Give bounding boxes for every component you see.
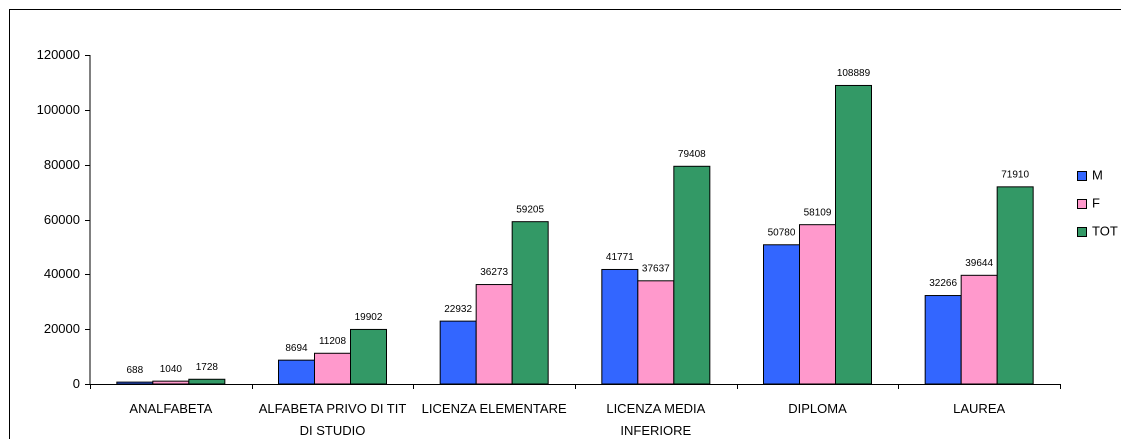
bar xyxy=(674,166,710,384)
bar xyxy=(351,329,387,384)
y-tick-label: 40000 xyxy=(44,266,80,281)
bar xyxy=(440,321,476,384)
bar xyxy=(153,381,189,384)
data-label: 19902 xyxy=(355,312,383,323)
bar xyxy=(476,285,512,384)
data-label: 41771 xyxy=(606,252,634,263)
data-label: 37637 xyxy=(642,263,670,274)
bar xyxy=(638,281,674,384)
bar xyxy=(189,379,225,384)
data-label: 71910 xyxy=(1001,169,1029,180)
bar xyxy=(800,225,836,384)
legend-swatch xyxy=(1078,172,1087,181)
x-tick-label: ALFABETA PRIVO DI TIT DI STUDIO xyxy=(258,398,408,442)
data-label: 58109 xyxy=(804,207,832,218)
bar xyxy=(836,85,872,384)
bar xyxy=(602,269,638,384)
x-tick-label: LAUREA xyxy=(904,398,1054,420)
y-tick-label: 120000 xyxy=(37,47,80,62)
data-label: 32266 xyxy=(929,278,957,289)
legend-label: F xyxy=(1092,195,1100,210)
bar xyxy=(315,353,351,384)
bar xyxy=(512,222,548,384)
y-tick-label: 60000 xyxy=(44,212,80,227)
legend-label: TOT xyxy=(1092,223,1118,238)
data-label: 1728 xyxy=(196,362,219,373)
bar xyxy=(764,245,800,384)
data-label: 22932 xyxy=(444,304,472,315)
data-label: 108889 xyxy=(837,68,871,79)
data-label: 59205 xyxy=(516,204,544,215)
y-tick-label: 80000 xyxy=(44,157,80,172)
data-label: 688 xyxy=(126,365,143,376)
legend-swatch xyxy=(1078,200,1087,209)
bar xyxy=(961,275,997,384)
data-label: 50780 xyxy=(768,227,796,238)
data-label: 8694 xyxy=(285,343,308,354)
bar xyxy=(925,296,961,384)
data-label: 79408 xyxy=(678,149,706,160)
legend-swatch xyxy=(1078,228,1087,237)
bar xyxy=(279,360,315,384)
data-label: 11208 xyxy=(319,336,347,347)
legend-label: M xyxy=(1092,167,1103,182)
bar xyxy=(117,382,153,384)
x-tick-label: LICENZA MEDIA INFERIORE xyxy=(581,398,731,442)
bar xyxy=(997,187,1033,384)
y-tick-label: 0 xyxy=(73,376,80,391)
data-label: 36273 xyxy=(480,267,508,278)
x-tick-label: LICENZA ELEMENTARE xyxy=(419,398,569,420)
data-label: 1040 xyxy=(160,364,183,375)
y-tick-label: 100000 xyxy=(37,102,80,117)
y-tick-label: 20000 xyxy=(44,321,80,336)
x-tick-label: DIPLOMA xyxy=(743,398,893,420)
x-tick-label: ANALFABETA xyxy=(96,398,246,420)
data-label: 39644 xyxy=(965,258,993,269)
